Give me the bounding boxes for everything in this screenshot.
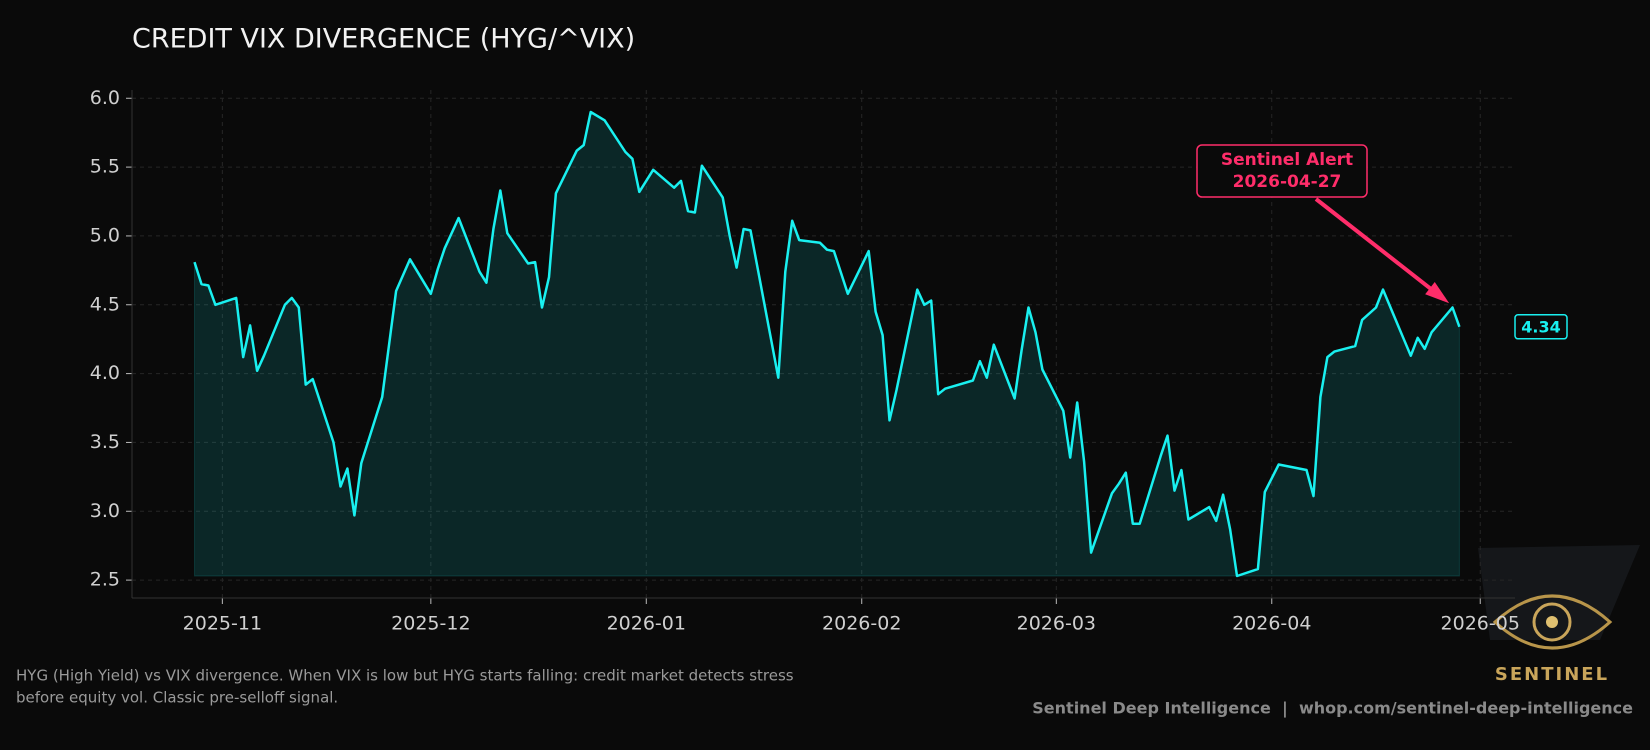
logo-backdrop <box>1478 545 1640 640</box>
chart-title: CREDIT VIX DIVERGENCE (HYG/^VIX) <box>132 24 635 55</box>
x-tick-label: 2026-05 <box>1441 613 1520 635</box>
y-tick-label: 3.0 <box>90 500 120 522</box>
y-tick-label: 6.0 <box>90 87 120 109</box>
alert-arrow <box>1314 197 1446 302</box>
alert-label: Sentinel Alert <box>1221 150 1353 170</box>
alert-date: 2026-04-27 <box>1233 172 1342 192</box>
y-tick-label: 2.5 <box>90 569 120 591</box>
logo-text: SENTINEL <box>1495 664 1609 685</box>
logo-eye <box>1492 594 1613 650</box>
y-tick-label: 5.0 <box>90 224 120 246</box>
footnote: before equity vol. Classic pre-selloff s… <box>16 689 338 707</box>
x-tick-label: 2025-12 <box>391 613 470 635</box>
line <box>193 110 1461 578</box>
y-tick-label: 4.5 <box>90 293 120 315</box>
x-tick-label: 2026-01 <box>607 613 686 635</box>
logo-iris <box>1532 602 1572 642</box>
alert-box <box>1196 144 1368 198</box>
x-tick-label: 2026-04 <box>1232 613 1311 635</box>
logo: SENTINEL <box>1478 545 1640 685</box>
alert-arrowhead <box>1425 282 1450 304</box>
x-tick-label: 2025-11 <box>183 613 262 635</box>
footnote: HYG (High Yield) vs VIX divergence. When… <box>16 667 794 685</box>
last-value-box <box>1514 314 1568 340</box>
y-tick-label: 5.5 <box>90 156 120 178</box>
last-value-label: 4.34 <box>1521 317 1560 336</box>
y-tick-label: 3.5 <box>90 431 120 453</box>
credit: Sentinel Deep Intelligence | whop.com/se… <box>1032 699 1633 719</box>
x-tick-label: 2026-03 <box>1017 613 1096 635</box>
logo-pupil <box>1546 616 1558 628</box>
y-tick-label: 4.0 <box>90 362 120 384</box>
x-tick-label: 2026-02 <box>822 613 901 635</box>
